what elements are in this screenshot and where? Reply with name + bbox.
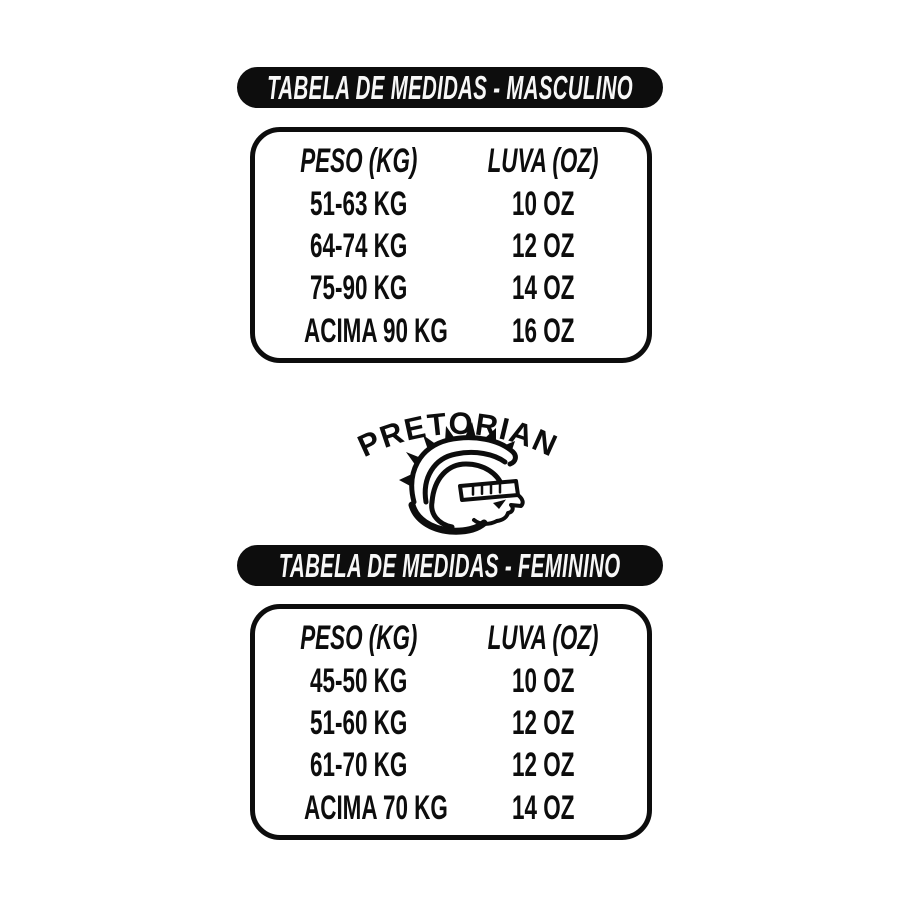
peso-value: 75-90 KG: [310, 269, 408, 308]
luva-value: 12 OZ: [511, 227, 575, 266]
table-row: ACIMA 70 KG 14 OZ: [267, 787, 635, 829]
pretorian-logo: PRETORIAN: [348, 402, 568, 537]
feminine-title-text: TABELA DE MEDIDAS - FEMININO: [279, 547, 621, 584]
spartan-helmet-icon: [399, 422, 525, 535]
peso-value: ACIMA 90 KG: [304, 311, 448, 350]
column-header-peso: PESO (KG): [300, 619, 418, 658]
table-row: 61-70 KG 12 OZ: [267, 744, 635, 786]
masculine-title-banner: TABELA DE MEDIDAS - MASCULINO: [237, 67, 663, 108]
luva-value: 12 OZ: [511, 746, 575, 785]
luva-value: 12 OZ: [511, 704, 575, 743]
masculine-title-text: TABELA DE MEDIDAS - MASCULINO: [267, 69, 633, 106]
luva-value: 10 OZ: [511, 661, 575, 700]
peso-value: 51-60 KG: [310, 704, 408, 743]
table-row: 75-90 KG 14 OZ: [267, 267, 635, 309]
peso-value: 61-70 KG: [310, 746, 408, 785]
table-row: 64-74 KG 12 OZ: [267, 225, 635, 267]
column-header-luva: LUVA (OZ): [487, 142, 599, 181]
table-header-row: PESO (KG) LUVA (OZ): [267, 140, 635, 182]
column-header-luva: LUVA (OZ): [487, 619, 599, 658]
peso-value: 45-50 KG: [310, 661, 408, 700]
column-header-peso: PESO (KG): [300, 142, 418, 181]
table-header-row: PESO (KG) LUVA (OZ): [267, 617, 635, 659]
table-row: ACIMA 90 KG 16 OZ: [267, 310, 635, 352]
masculine-size-table: PESO (KG) LUVA (OZ) 51-63 KG 10 OZ 64-74…: [250, 127, 652, 363]
table-row: 51-63 KG 10 OZ: [267, 182, 635, 224]
luva-value: 14 OZ: [511, 269, 575, 308]
luva-value: 10 OZ: [511, 184, 575, 223]
peso-value: 64-74 KG: [310, 227, 408, 266]
table-row: 51-60 KG 12 OZ: [267, 702, 635, 744]
luva-value: 14 OZ: [511, 788, 575, 827]
peso-value: ACIMA 70 KG: [304, 788, 448, 827]
feminine-title-banner: TABELA DE MEDIDAS - FEMININO: [237, 545, 663, 586]
feminine-size-table: PESO (KG) LUVA (OZ) 45-50 KG 10 OZ 51-60…: [250, 604, 652, 840]
table-row: 45-50 KG 10 OZ: [267, 659, 635, 701]
peso-value: 51-63 KG: [310, 184, 408, 223]
luva-value: 16 OZ: [511, 311, 575, 350]
